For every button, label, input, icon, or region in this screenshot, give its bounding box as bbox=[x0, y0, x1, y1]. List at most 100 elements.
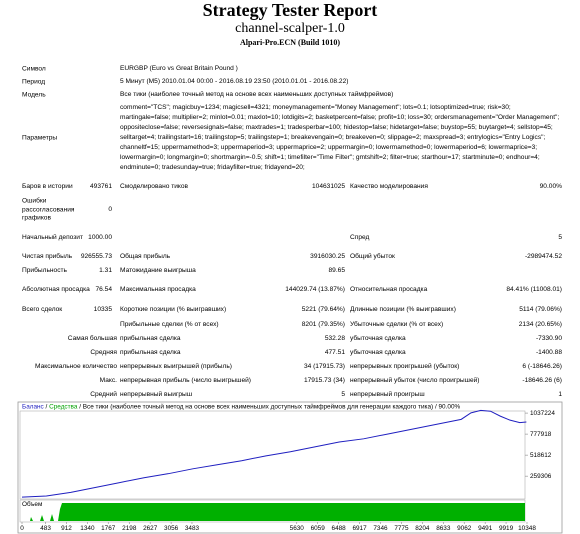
stats-label: Баров в истории bbox=[22, 182, 73, 190]
info-row: Модель Все тики (наиболее точный метод на… bbox=[0, 88, 580, 101]
stats-value: 532.28 bbox=[324, 334, 345, 342]
y-tick-label: 259306 bbox=[530, 473, 552, 480]
stats-label: Ошибки рассогласования графиков bbox=[22, 197, 75, 222]
x-tick-label: 6059 bbox=[311, 525, 326, 532]
stats-label: Средний bbox=[90, 390, 117, 398]
info-row: Период 5 Минут (M5) 2010.01.04 00:00 - 20… bbox=[0, 75, 580, 88]
stats-label: Убыточные сделки (% от всех) bbox=[350, 320, 444, 328]
stats-label: Средняя bbox=[90, 348, 117, 356]
x-tick-label: 2198 bbox=[122, 525, 137, 532]
x-tick-label: 7346 bbox=[373, 525, 388, 532]
x-tick-label: 2627 bbox=[143, 525, 158, 532]
stats-label: Общая прибыль bbox=[120, 252, 171, 260]
stats-value: 17915.73 (34) bbox=[303, 376, 345, 384]
stats-value: 6 (-18646.26) bbox=[522, 362, 562, 370]
legend-model: Все тики (наиболее точный метод на основ… bbox=[83, 402, 433, 410]
stats-value: 144029.74 (13.87%) bbox=[285, 285, 345, 293]
stats-label: убыточная сделка bbox=[350, 348, 406, 356]
balance-line bbox=[21, 409, 527, 498]
x-tick-label: 6917 bbox=[352, 525, 367, 532]
report-title: Strategy Tester Report bbox=[202, 0, 378, 20]
legend-balance: Баланс bbox=[22, 403, 45, 410]
stats-label: Начальный депозит bbox=[22, 233, 83, 241]
stats-value: 3916030.25 bbox=[310, 252, 345, 260]
stats-label: непрерывная прибыль (число выигрышей) bbox=[120, 376, 251, 384]
stats-value: 1000.00 bbox=[88, 233, 112, 241]
x-tick-label: 10348 bbox=[518, 525, 536, 532]
stats-label: непрерывных проигрышей (убыток) bbox=[350, 362, 460, 370]
stats-value: 34 (17915.73) bbox=[303, 362, 345, 370]
legend-separator: / bbox=[79, 403, 81, 410]
legend-quality: 90.00% bbox=[439, 403, 461, 410]
stats-row: Максимальное количество непрерывных выигр… bbox=[0, 360, 580, 374]
legend-equity: Средства bbox=[49, 403, 78, 410]
x-tick-label: 8204 bbox=[415, 525, 430, 532]
stats-value: 5 bbox=[341, 390, 345, 398]
legend-separator: / bbox=[46, 403, 48, 410]
stats-row: Абсолютная просадка 76.54 Максимальная про… bbox=[0, 278, 580, 302]
stats-label: прибыльная сделка bbox=[120, 334, 181, 342]
stats-row: Прибыльные сделки (% от всех) 8201 (79.35… bbox=[0, 318, 580, 332]
info-value: 5 Минут (M5) 2010.01.04 00:00 - 2016.08.… bbox=[120, 77, 349, 85]
x-tick-label: 9062 bbox=[457, 525, 472, 532]
stats-label: непрерывный проигрыш bbox=[350, 390, 425, 398]
x-tick-label: 5630 bbox=[290, 525, 305, 532]
stats-value: 8201 (79.35%) bbox=[301, 320, 345, 328]
stats-row: Чистая прибыль 926555.73 Общая прибыль 3916… bbox=[0, 250, 580, 264]
x-tick-label: 3483 bbox=[185, 525, 200, 532]
x-tick-label: 483 bbox=[40, 525, 51, 532]
stats-value: 0 bbox=[108, 205, 112, 213]
stats-label: Качество моделирования bbox=[350, 182, 428, 190]
report-server: Alpari-Pro.ECN (Build 1010) bbox=[239, 38, 341, 47]
stats-value: 1 bbox=[558, 390, 562, 398]
stats-label: Чистая прибыль bbox=[22, 252, 73, 260]
stats-label: Длинные позиции (% выигравших) bbox=[350, 305, 456, 313]
stats-label: Спред bbox=[350, 233, 370, 241]
stats-value: 89.65 bbox=[328, 266, 345, 274]
stats-value: -18646.26 (6) bbox=[522, 376, 562, 384]
chart-legend: Баланс / Средства / Все тики (наиболее т… bbox=[22, 402, 460, 410]
stats-label: Матожидание выигрыша bbox=[120, 266, 196, 274]
stats-value: -7330.90 bbox=[535, 334, 562, 342]
stats-label: Относительная просадка bbox=[350, 285, 428, 293]
stats-value: 477.51 bbox=[324, 348, 345, 356]
stats-label: прибыльная сделка bbox=[120, 348, 181, 356]
x-tick-label: 9491 bbox=[478, 525, 493, 532]
stats-row: Баров в истории 493761 Смоделировано тиков… bbox=[0, 180, 580, 194]
stats-label: убыточная сделка bbox=[350, 334, 406, 342]
info-row: Параметры comment="TCS"; magicbuy=1234; m… bbox=[0, 101, 580, 174]
stats-row: Прибыльность 1.31 Матожидание выигрыша 89.6… bbox=[0, 264, 580, 278]
stats-value: 76.54 bbox=[95, 285, 112, 293]
stats-label: Прибыльные сделки (% от всех) bbox=[120, 320, 219, 328]
y-tick-label: 777918 bbox=[530, 431, 552, 438]
stats-value: -1400.88 bbox=[535, 348, 562, 356]
stats-label: Всего сделок bbox=[22, 305, 63, 313]
volume-area bbox=[20, 503, 525, 521]
stats-value: 90.00% bbox=[539, 182, 562, 190]
x-tick-label: 1340 bbox=[80, 525, 95, 532]
x-tick-label: 6488 bbox=[332, 525, 347, 532]
stats-label: Макс. bbox=[99, 376, 117, 384]
x-tick-label: 9919 bbox=[499, 525, 514, 532]
stats-label: Максимальное количество bbox=[35, 362, 117, 370]
stats-value: 5221 (79.64%) bbox=[301, 305, 345, 313]
stats-label: Самая большая bbox=[67, 334, 117, 342]
stats-value: 10335 bbox=[93, 305, 112, 313]
stats-label: непрерывный убыток (число проигрышей) bbox=[350, 376, 480, 384]
legend-separator: / bbox=[435, 403, 437, 410]
stats-value: 926555.73 bbox=[80, 252, 112, 260]
x-tick-label: 3056 bbox=[164, 525, 179, 532]
stats-row: Средний непрерывный выигрыш 5 непрерывный п… bbox=[0, 388, 580, 402]
x-tick-label: 912 bbox=[61, 525, 72, 532]
stats-row: Ошибки рассогласования графиков 0 bbox=[0, 194, 580, 226]
stats-value: 1.31 bbox=[99, 266, 112, 274]
stats-label: Общий убыток bbox=[350, 252, 395, 260]
stats-row: Макс. непрерывная прибыль (число выигрыше… bbox=[0, 374, 580, 388]
stats-label: Прибыльность bbox=[22, 266, 67, 274]
stats-label: Короткие позиции (% выигравших) bbox=[120, 305, 227, 313]
info-row: Символ EURGBP (Euro vs Great Britain Poun… bbox=[0, 62, 580, 75]
info-table: Символ EURGBP (Euro vs Great Britain Poun… bbox=[0, 62, 580, 174]
stats-value: 104631025 bbox=[311, 182, 345, 190]
report-subtitle: channel-scalper-1.0 bbox=[235, 21, 345, 36]
